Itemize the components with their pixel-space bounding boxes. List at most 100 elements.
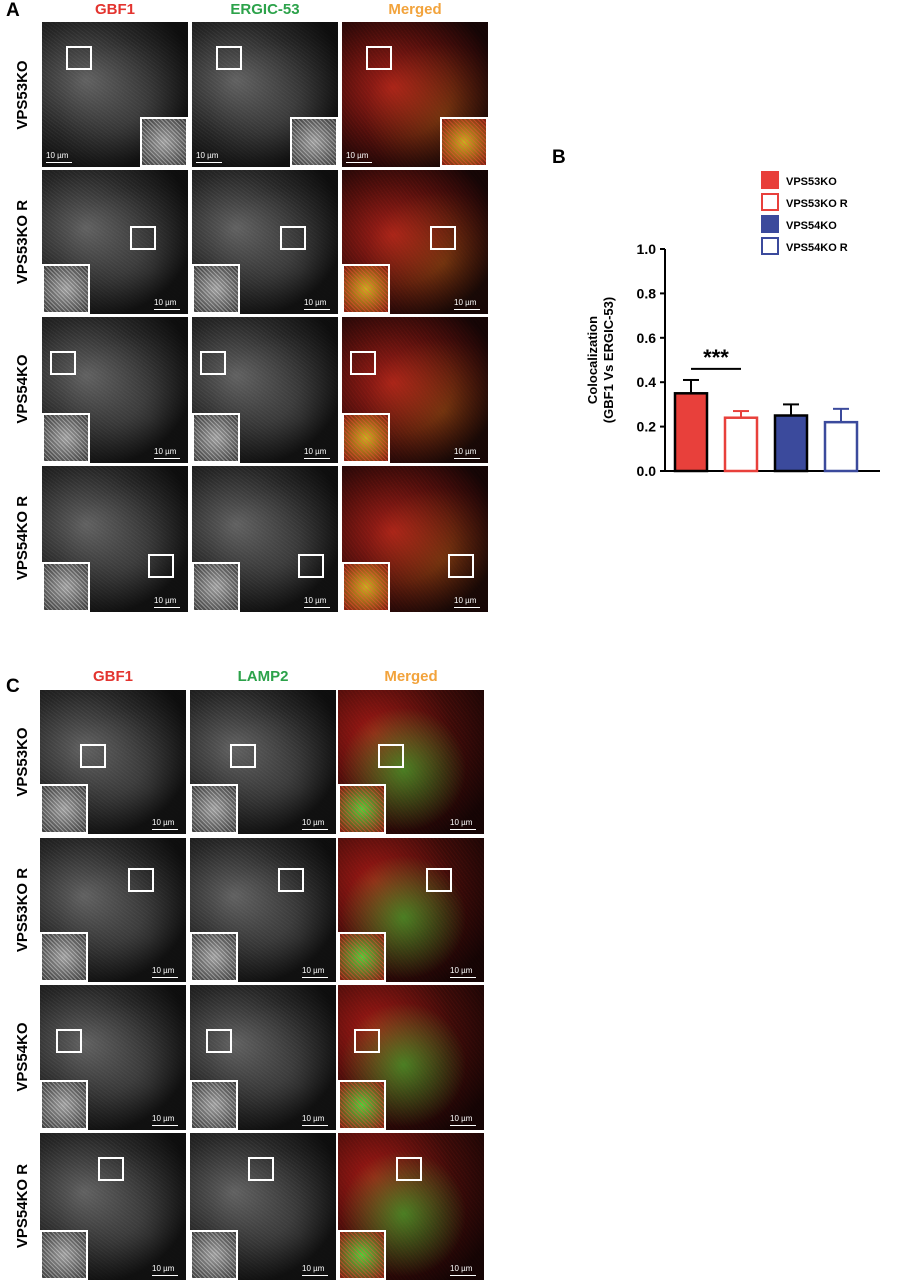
panel-a-image-r3-c2: 10 µm <box>192 317 338 463</box>
panel-c-image-r1-c3: 10 µm <box>338 690 484 834</box>
scale-bar-label: 10 µm <box>302 818 325 827</box>
roi-box <box>128 868 154 892</box>
y-tick-label: 0.8 <box>637 285 657 301</box>
zoom-inset <box>192 413 240 463</box>
panel-c-image-r2-c3: 10 µm <box>338 838 484 982</box>
scale-bar <box>304 607 330 608</box>
panel-letter-b: B <box>552 147 566 168</box>
panel-c-row-vps53ko-r: VPS53KO R <box>14 867 31 953</box>
roi-box <box>50 351 76 375</box>
colocalization-bar-chart: 0.0 0.2 0.4 0.6 0.8 1.0 Colocalization(GBF1 Vs… <box>585 171 880 479</box>
panel-letter-c: C <box>6 676 20 697</box>
scale-bar-label: 10 µm <box>152 1264 175 1273</box>
legend-label-3: VPS54KO <box>786 220 837 232</box>
scale-bar <box>154 309 180 310</box>
legend-swatch-4 <box>761 237 779 255</box>
legend-swatch-2 <box>761 193 779 211</box>
panel-a-image-r2-c1: 10 µm <box>42 170 188 314</box>
panel-a-col-merged: Merged <box>388 1 442 18</box>
roi-box <box>148 554 174 578</box>
scale-bar-label: 10 µm <box>450 1264 473 1273</box>
zoom-inset <box>40 1230 88 1280</box>
scale-bar-label: 10 µm <box>152 1114 175 1123</box>
panel-a-image-r2-c3: 10 µm <box>342 170 488 314</box>
roi-box <box>56 1029 82 1053</box>
panel-c-row-vps54ko: VPS54KO <box>14 1022 31 1092</box>
panel-c-image-r1-c1: 10 µm <box>40 690 186 834</box>
panel-c-image-r4-c3: 10 µm <box>338 1133 484 1280</box>
scale-bar-label: 10 µm <box>304 596 327 605</box>
roi-box <box>280 226 306 250</box>
panel-c-col-merged: Merged <box>384 668 438 685</box>
roi-box <box>354 1029 380 1053</box>
scale-bar <box>302 829 328 830</box>
y-axis-label: Colocalization(GBF1 Vs ERGIC-53) <box>585 297 616 423</box>
panel-a-row-vps54ko: VPS54KO <box>14 354 31 424</box>
zoom-inset <box>190 1080 238 1130</box>
roi-box <box>448 554 474 578</box>
panel-c-row-vps53ko: VPS53KO <box>14 727 31 797</box>
scale-bar <box>152 977 178 978</box>
zoom-inset <box>190 784 238 834</box>
zoom-inset <box>42 413 90 463</box>
panel-c-image-r2-c2: 10 µm <box>190 838 336 982</box>
scale-bar-label: 10 µm <box>302 1264 325 1273</box>
zoom-inset <box>342 413 390 463</box>
scale-bar <box>454 309 480 310</box>
scale-bar-label: 10 µm <box>454 596 477 605</box>
scale-bar <box>152 1275 178 1276</box>
scale-bar-label: 10 µm <box>154 596 177 605</box>
scale-bar-label: 10 µm <box>302 966 325 975</box>
panel-c-image-r4-c1: 10 µm <box>40 1133 186 1280</box>
scale-bar-label: 10 µm <box>154 447 177 456</box>
zoom-inset <box>192 264 240 314</box>
panel-c-image-r2-c1: 10 µm <box>40 838 186 982</box>
scale-bar <box>450 1125 476 1126</box>
zoom-inset <box>290 117 338 167</box>
scale-bar <box>450 1275 476 1276</box>
zoom-inset <box>338 1230 386 1280</box>
zoom-inset <box>42 264 90 314</box>
roi-box <box>200 351 226 375</box>
scale-bar-label: 10 µm <box>152 966 175 975</box>
scale-bar <box>302 1125 328 1126</box>
panel-c-row-vps54ko-r: VPS54KO R <box>14 1163 31 1249</box>
panel-letter-a: A <box>6 0 20 21</box>
scale-bar <box>154 607 180 608</box>
zoom-inset <box>190 1230 238 1280</box>
zoom-inset <box>338 932 386 982</box>
bar-2 <box>723 416 759 473</box>
zoom-inset <box>42 562 90 612</box>
zoom-inset <box>342 562 390 612</box>
scale-bar <box>152 1125 178 1126</box>
roi-box <box>426 868 452 892</box>
scale-bar-label: 10 µm <box>454 447 477 456</box>
zoom-inset <box>192 562 240 612</box>
panel-c-image-r1-c2: 10 µm <box>190 690 336 834</box>
scale-bar <box>450 977 476 978</box>
panel-a-image-r2-c2: 10 µm <box>192 170 338 314</box>
scale-bar-label: 10 µm <box>304 298 327 307</box>
panel-a-row-vps53ko: VPS53KO <box>14 60 31 130</box>
scale-bar <box>302 1275 328 1276</box>
roi-box <box>98 1157 124 1181</box>
scale-bar-label: 10 µm <box>46 151 69 160</box>
legend-label-4: VPS54KO R <box>786 242 848 254</box>
roi-box <box>430 226 456 250</box>
scale-bar-label: 10 µm <box>450 1114 473 1123</box>
panel-a-col-ergic53: ERGIC-53 <box>230 1 300 18</box>
legend-label-2: VPS53KO R <box>786 198 848 210</box>
panel-a-image-r4-c3: 10 µm <box>342 466 488 612</box>
scale-bar-label: 10 µm <box>346 151 369 160</box>
panel-c-image-r3-c1: 10 µm <box>40 985 186 1130</box>
scale-bar-label: 10 µm <box>304 447 327 456</box>
scale-bar-label: 10 µm <box>154 298 177 307</box>
panel-a-image-r1-c3: 10 µm <box>342 22 488 167</box>
y-tick-label: 0.6 <box>637 330 657 346</box>
legend-swatch-3 <box>761 215 779 233</box>
zoom-inset <box>40 932 88 982</box>
scale-bar-label: 10 µm <box>152 818 175 827</box>
zoom-inset <box>40 1080 88 1130</box>
scale-bar-label: 10 µm <box>450 818 473 827</box>
y-tick-label: 0.2 <box>637 419 657 435</box>
